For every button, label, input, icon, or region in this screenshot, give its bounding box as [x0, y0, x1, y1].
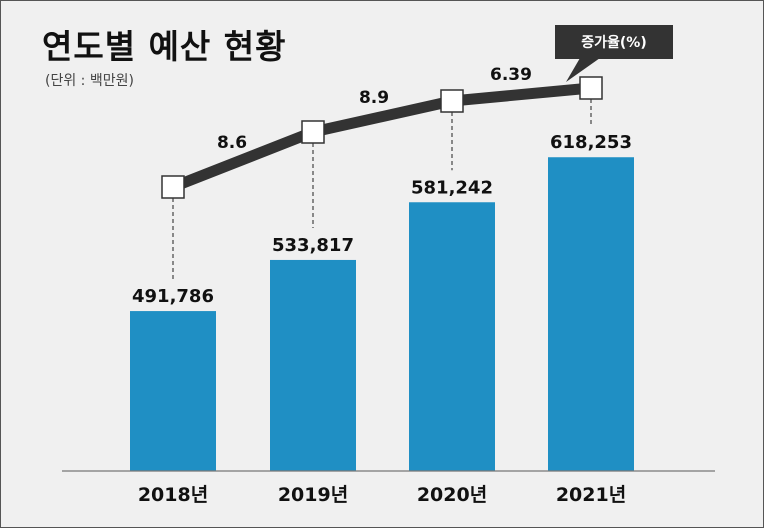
bar-2019년	[270, 259, 356, 471]
rate-value-label: 6.39	[490, 65, 532, 85]
bar-2020년	[409, 202, 495, 472]
rate-marker	[440, 89, 464, 113]
chart-title: 연도별 예산 현황	[42, 27, 287, 66]
unit-label: (단위 : 백만원)	[45, 73, 134, 89]
rate-line	[167, 82, 597, 193]
x-tick-label: 2018년	[138, 484, 208, 506]
dashed-connectors	[172, 99, 592, 280]
x-tick-label: 2021년	[556, 484, 626, 506]
rate-value-label: 8.6	[217, 133, 247, 153]
x-tick-label: 2019년	[278, 484, 348, 506]
rate-value-label: 8.9	[359, 88, 389, 108]
rate-legend-bubble: 증가율(%)	[555, 25, 673, 59]
x-tick-label: 2020년	[417, 484, 487, 506]
rate-marker	[301, 120, 325, 144]
bars-layer	[130, 157, 634, 472]
bar-value-label: 533,817	[272, 235, 354, 256]
bar-2018년	[130, 311, 216, 471]
bar-value-label: 491,786	[132, 286, 214, 307]
bar-2021년	[548, 157, 634, 471]
bar-value-label: 618,253	[550, 132, 632, 153]
labels-layer: 491,786 2018년 533,817 2019년 581,242 2020년 618,…	[132, 65, 632, 506]
rate-line-layer	[161, 76, 603, 199]
bar-value-label: 581,242	[411, 177, 493, 198]
rate-marker	[579, 76, 603, 100]
rate-marker	[161, 175, 185, 199]
